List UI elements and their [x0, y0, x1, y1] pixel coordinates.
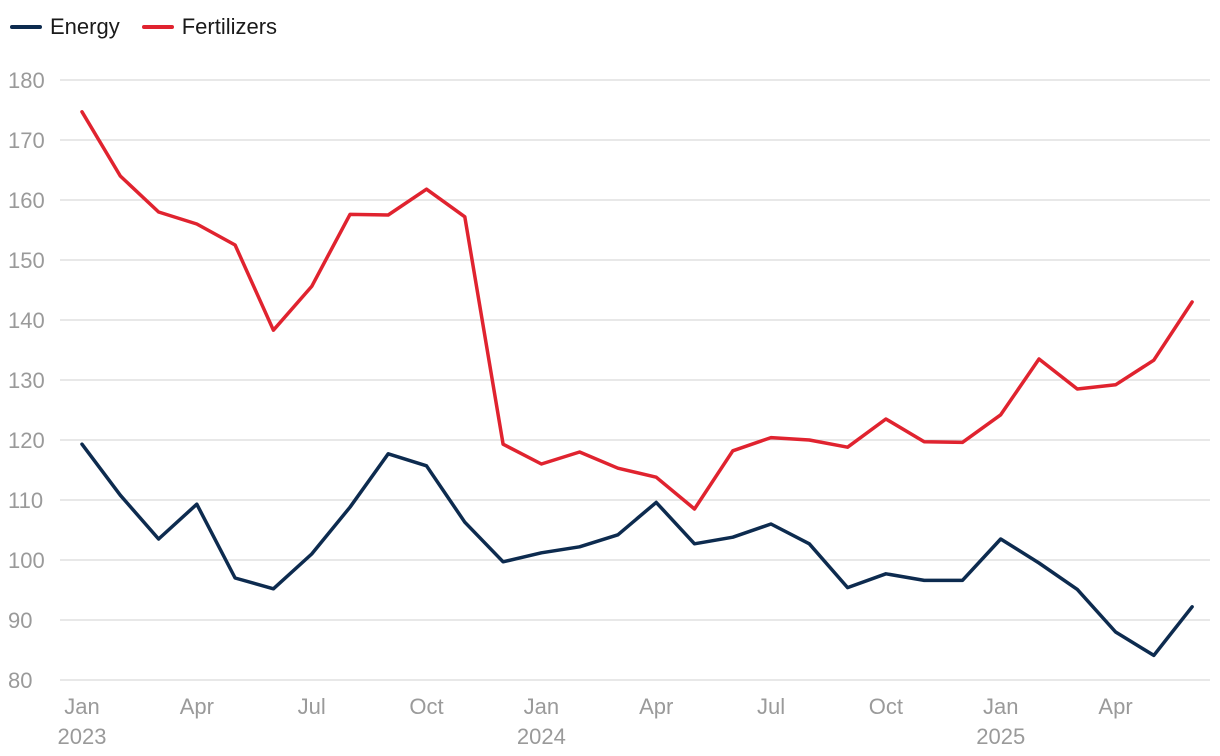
x-tick-year-0: 2023 — [58, 724, 107, 749]
x-tick-year-4: 2024 — [517, 724, 566, 749]
y-tick-label-170: 170 — [8, 128, 45, 153]
x-tick-label-5: Apr — [639, 694, 673, 719]
y-tick-label-120: 120 — [8, 428, 45, 453]
legend-item-energy: Energy — [10, 14, 120, 40]
x-tick-label-9: Apr — [1098, 694, 1132, 719]
y-axis-ticks: 80 90 100 110 120 130 140 150 160 170 180 — [8, 68, 45, 693]
series-layer — [80, 110, 1194, 658]
grid-layer — [60, 79, 1210, 681]
x-tick-label-3: Oct — [409, 694, 443, 719]
legend-swatch-energy — [10, 25, 42, 29]
series-line-energy — [80, 442, 1194, 658]
chart-legend: Energy Fertilizers — [10, 14, 277, 40]
legend-label-fertilizers: Fertilizers — [181, 14, 278, 39]
legend-swatch-fertilizers — [141, 25, 174, 29]
y-tick-label-100: 100 — [8, 548, 45, 573]
y-tick-label-160: 160 — [8, 188, 45, 213]
x-tick-year-8: 2025 — [976, 724, 1025, 749]
y-tick-label-150: 150 — [8, 248, 45, 273]
x-tick-label-6: Jul — [757, 694, 785, 719]
y-tick-label-80: 80 — [8, 668, 32, 693]
x-tick-label-0: Jan — [64, 694, 99, 719]
x-axis-ticks: Jan 2023 Apr Jul Oct Jan 2024 Apr Jul Oct Jan 2025 A… — [58, 694, 1133, 749]
legend-label-energy: Energy — [50, 14, 120, 39]
x-tick-label-1: Apr — [180, 694, 214, 719]
legend-item-fertilizers: Fertilizers — [141, 14, 278, 40]
x-tick-label-4: Jan — [524, 694, 559, 719]
y-tick-label-180: 180 — [8, 68, 45, 93]
y-tick-label-110: 110 — [8, 488, 43, 513]
series-line-fertilizers — [80, 110, 1194, 511]
y-tick-label-140: 140 — [8, 308, 45, 333]
x-tick-label-2: Jul — [298, 694, 326, 719]
y-tick-label-130: 130 — [8, 368, 45, 393]
y-tick-label-90: 90 — [8, 608, 32, 633]
x-tick-label-8: Jan — [983, 694, 1018, 719]
x-tick-label-7: Oct — [869, 694, 903, 719]
